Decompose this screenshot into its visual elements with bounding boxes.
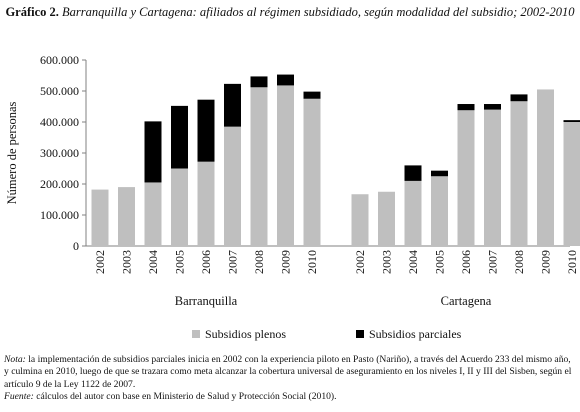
bar-subsidios-parciales — [277, 74, 294, 86]
bar-subsidios-plenos — [224, 126, 241, 246]
bar-subsidios-plenos — [144, 182, 162, 246]
x-tick-label: 2007 — [226, 250, 240, 274]
x-tick-label: 2002 — [93, 250, 107, 274]
bar-subsidios-parciales — [224, 83, 241, 127]
legend-label: Subsidios plenos — [205, 327, 286, 341]
bar-subsidios-plenos — [118, 187, 135, 246]
chart-title: Gráfico 2. Barranquilla y Cartagena: afi… — [0, 4, 580, 21]
x-tick-label: 2006 — [199, 250, 213, 274]
x-tick-label: 2007 — [486, 250, 500, 274]
chart-title-label: Gráfico 2. — [5, 5, 59, 19]
bar-subsidios-plenos — [537, 89, 554, 246]
x-tick-label: 2006 — [459, 250, 473, 274]
x-tick-label: 2009 — [539, 250, 553, 274]
bar-subsidios-parciales — [303, 91, 321, 99]
legend-swatch — [192, 330, 200, 338]
chart-note: Nota: la implementación de subsidios par… — [4, 354, 576, 404]
x-tick-label: 2002 — [353, 250, 367, 274]
note-text: la implementación de subsidios parciales… — [4, 354, 572, 390]
y-tick-label: 100.000 — [40, 208, 79, 222]
legend-swatch — [356, 330, 364, 338]
source-text: cálculos del autor con base en Ministeri… — [36, 391, 337, 403]
bar-subsidios-plenos — [457, 110, 475, 246]
bar-subsidios-plenos — [197, 161, 215, 246]
bar-subsidios-plenos — [510, 101, 528, 246]
bar-subsidios-parciales — [250, 76, 268, 88]
bar-subsidios-plenos — [563, 122, 580, 246]
bar-subsidios-plenos — [378, 191, 395, 246]
x-tick-label: 2009 — [279, 250, 293, 274]
source-label: Fuente: — [4, 391, 34, 403]
bar-subsidios-parciales — [171, 105, 188, 169]
bar-subsidios-plenos — [171, 168, 188, 246]
bar-subsidios-plenos — [431, 176, 448, 246]
x-tick-label: 2008 — [512, 250, 526, 274]
y-tick-label: 0 — [73, 239, 79, 253]
group-label: Barranquilla — [175, 294, 238, 308]
note-label: Nota: — [4, 354, 26, 365]
bar-subsidios-plenos — [404, 180, 422, 246]
bar-subsidios-parciales — [197, 99, 215, 162]
bar-subsidios-parciales — [431, 170, 448, 177]
bar-subsidios-plenos — [484, 109, 501, 246]
bar-subsidios-parciales — [563, 120, 580, 122]
legend-label: Subsidios parciales — [369, 327, 462, 341]
bar-subsidios-parciales — [404, 165, 422, 181]
x-tick-label: 2004 — [406, 250, 420, 274]
x-tick-label: 2003 — [380, 250, 394, 274]
bar-subsidios-parciales — [484, 104, 501, 110]
bar-subsidios-plenos — [303, 98, 321, 246]
bar-subsidios-plenos — [250, 87, 268, 246]
note-line: Nota: la implementación de subsidios par… — [4, 354, 576, 391]
bar-subsidios-plenos — [277, 85, 294, 246]
group-label: Cartagena — [441, 294, 492, 308]
x-tick-label: 2004 — [146, 250, 160, 274]
x-tick-label: 2010 — [565, 250, 579, 274]
y-tick-label: 300.000 — [40, 146, 79, 160]
x-tick-label: 2005 — [433, 250, 447, 274]
source-line: Fuente: cálculos del autor con base en M… — [4, 391, 576, 403]
bar-subsidios-parciales — [144, 121, 162, 183]
bar-subsidios-plenos — [351, 194, 369, 246]
x-tick-label: 2005 — [173, 250, 187, 274]
stacked-bar-chart: 0 100.000 200.000 300.000 400.000 500.000 600.… — [5, 53, 580, 341]
chart-title-text: Barranquilla y Cartagena: afiliados al r… — [62, 5, 575, 19]
y-tick-label: 500.000 — [40, 84, 79, 98]
chart-labels: 0 100.000 200.000 300.000 400.000 500.000 600.… — [5, 53, 579, 308]
y-tick-label: 400.000 — [40, 115, 79, 129]
y-tick-label: 200.000 — [40, 177, 79, 191]
x-tick-label: 2010 — [305, 250, 319, 274]
bar-subsidios-parciales — [457, 104, 475, 111]
x-tick-label: 2008 — [252, 250, 266, 274]
y-tick-label: 600.000 — [40, 53, 79, 67]
bar-subsidios-parciales — [510, 94, 528, 102]
x-tick-label: 2003 — [120, 250, 134, 274]
chart-legend: Subsidios plenos Subsidios parciales — [192, 327, 462, 341]
y-axis-label: Número de personas — [5, 101, 19, 204]
chart-bars — [91, 74, 580, 246]
bar-subsidios-plenos — [91, 189, 109, 246]
